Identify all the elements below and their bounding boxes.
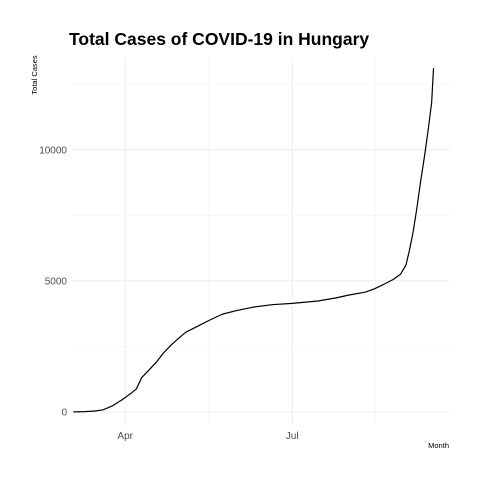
- minor-gridlines: [72, 58, 450, 425]
- y-axis-label: Total Cases: [30, 55, 39, 94]
- series-layer: [73, 67, 435, 413]
- chart-title: Total Cases of COVID-19 in Hungary: [69, 29, 369, 49]
- major-gridlines: [72, 58, 450, 425]
- x-tick-label: Jul: [286, 431, 299, 442]
- y-tick-label: 0: [61, 407, 67, 418]
- x-tick-label: Apr: [117, 431, 133, 442]
- y-tick-labels: 0 5000 10000: [39, 145, 67, 418]
- x-axis-label: Month: [428, 441, 449, 450]
- series-line: [73, 67, 435, 413]
- y-tick-label: 5000: [45, 276, 68, 287]
- x-tick-labels: Apr Jul: [117, 431, 298, 442]
- y-tick-label: 10000: [39, 145, 67, 156]
